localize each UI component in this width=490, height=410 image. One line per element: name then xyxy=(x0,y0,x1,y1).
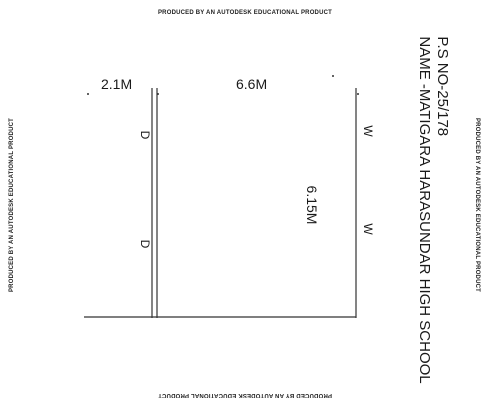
door-mark-1: D xyxy=(138,130,152,140)
dim-tick xyxy=(357,93,359,95)
dimension-height: 6.15M xyxy=(304,185,320,225)
window-mark-2: W xyxy=(361,223,375,235)
dim-tick xyxy=(332,75,334,77)
door-mark-2: D xyxy=(138,239,152,249)
dimension-left-width: 2.1M xyxy=(101,76,133,92)
school-name: NAME -MATIGARA HARASUNDAR HIGH SCHOOL xyxy=(416,36,433,384)
plot-number: P.S NO-25/178 xyxy=(434,36,451,137)
window-mark-1: W xyxy=(361,125,375,137)
dim-tick xyxy=(87,93,89,95)
watermark-top: PRODUCED BY AN AUTODESK EDUCATIONAL PROD… xyxy=(157,10,333,16)
dim-tick xyxy=(157,93,159,95)
dimension-main-width: 6.6M xyxy=(236,76,268,92)
title-block: P.S NO-25/178 NAME -MATIGARA HARASUNDAR … xyxy=(415,36,451,383)
